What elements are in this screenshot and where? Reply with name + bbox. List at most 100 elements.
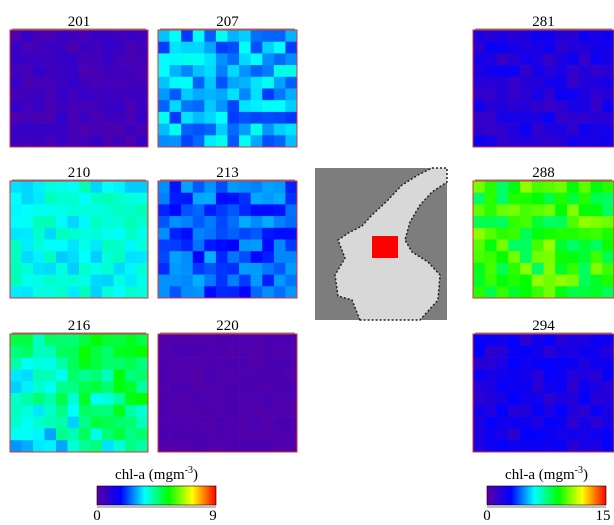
pixel xyxy=(125,334,137,346)
pixel xyxy=(79,204,91,216)
pixel xyxy=(181,193,193,205)
pixel xyxy=(520,405,532,417)
pixel xyxy=(204,346,216,358)
pixel xyxy=(274,112,286,124)
pixel xyxy=(555,334,567,346)
pixel xyxy=(125,275,137,287)
pixel xyxy=(216,204,228,216)
pixel xyxy=(239,193,251,205)
pixel xyxy=(591,89,603,101)
pixel xyxy=(520,181,532,193)
pixel xyxy=(45,77,57,89)
pixel xyxy=(10,428,22,440)
pixel xyxy=(170,346,182,358)
pixel xyxy=(544,369,556,381)
pixel xyxy=(251,263,263,275)
pixel xyxy=(193,358,205,370)
pixel xyxy=(137,77,149,89)
pixel xyxy=(485,346,497,358)
pixel xyxy=(473,286,485,298)
pixel xyxy=(274,30,286,42)
pixel xyxy=(33,53,45,65)
pixel xyxy=(228,346,240,358)
pixel xyxy=(532,393,544,405)
pixel xyxy=(473,30,485,42)
pixel xyxy=(33,89,45,101)
pixel xyxy=(579,228,591,240)
pixel xyxy=(79,100,91,112)
pixel xyxy=(158,112,170,124)
pixel xyxy=(68,240,80,252)
pixel xyxy=(125,358,137,370)
pixel xyxy=(497,251,509,263)
pixel xyxy=(473,77,485,89)
pixel xyxy=(602,417,614,429)
pixel xyxy=(239,346,251,358)
pixel xyxy=(158,240,170,252)
pixel xyxy=(125,263,137,275)
pixel xyxy=(567,263,579,275)
pixel xyxy=(22,135,34,147)
pixel xyxy=(497,286,509,298)
pixel xyxy=(158,193,170,205)
pixel xyxy=(532,263,544,275)
pixel xyxy=(251,358,263,370)
pixel xyxy=(274,440,286,452)
colorbar-max: 15 xyxy=(596,508,611,524)
pixel xyxy=(22,240,34,252)
pixel xyxy=(125,381,137,393)
pixel xyxy=(520,124,532,136)
pixel xyxy=(544,135,556,147)
pixel xyxy=(22,369,34,381)
pixel xyxy=(33,193,45,205)
pixel xyxy=(251,334,263,346)
pixel xyxy=(228,440,240,452)
pixel xyxy=(567,428,579,440)
pixel xyxy=(114,216,126,228)
pixel xyxy=(33,417,45,429)
pixel xyxy=(10,405,22,417)
pixel xyxy=(497,100,509,112)
pixel xyxy=(555,358,567,370)
pixel xyxy=(567,405,579,417)
pixel xyxy=(68,228,80,240)
panel-label: 201 xyxy=(68,14,91,30)
pixel xyxy=(602,428,614,440)
pixel xyxy=(181,135,193,147)
pixel xyxy=(555,381,567,393)
pixel xyxy=(125,286,137,298)
pixel xyxy=(262,286,274,298)
pixel xyxy=(591,263,603,275)
pixel xyxy=(181,181,193,193)
pixel xyxy=(228,65,240,77)
pixel xyxy=(602,346,614,358)
pixel xyxy=(125,369,137,381)
pixel xyxy=(102,346,114,358)
pixel xyxy=(193,193,205,205)
pixel xyxy=(485,251,497,263)
pixel xyxy=(285,346,297,358)
pixel xyxy=(473,334,485,346)
pixel xyxy=(204,204,216,216)
pixel xyxy=(251,216,263,228)
pixel xyxy=(497,30,509,42)
pixel xyxy=(602,100,614,112)
pixel xyxy=(91,417,103,429)
title-text: chl-a (mgm xyxy=(505,467,575,483)
pixel xyxy=(216,181,228,193)
pixel xyxy=(181,124,193,136)
pixel xyxy=(204,275,216,287)
pixel xyxy=(239,358,251,370)
pixel xyxy=(262,440,274,452)
image-panel xyxy=(158,181,297,298)
pixel xyxy=(567,65,579,77)
pixel xyxy=(485,100,497,112)
pixel xyxy=(45,65,57,77)
pixel xyxy=(473,240,485,252)
pixel xyxy=(193,393,205,405)
pixel xyxy=(216,30,228,42)
pixel xyxy=(251,204,263,216)
pixel xyxy=(251,135,263,147)
pixel xyxy=(68,393,80,405)
pixel xyxy=(544,77,556,89)
